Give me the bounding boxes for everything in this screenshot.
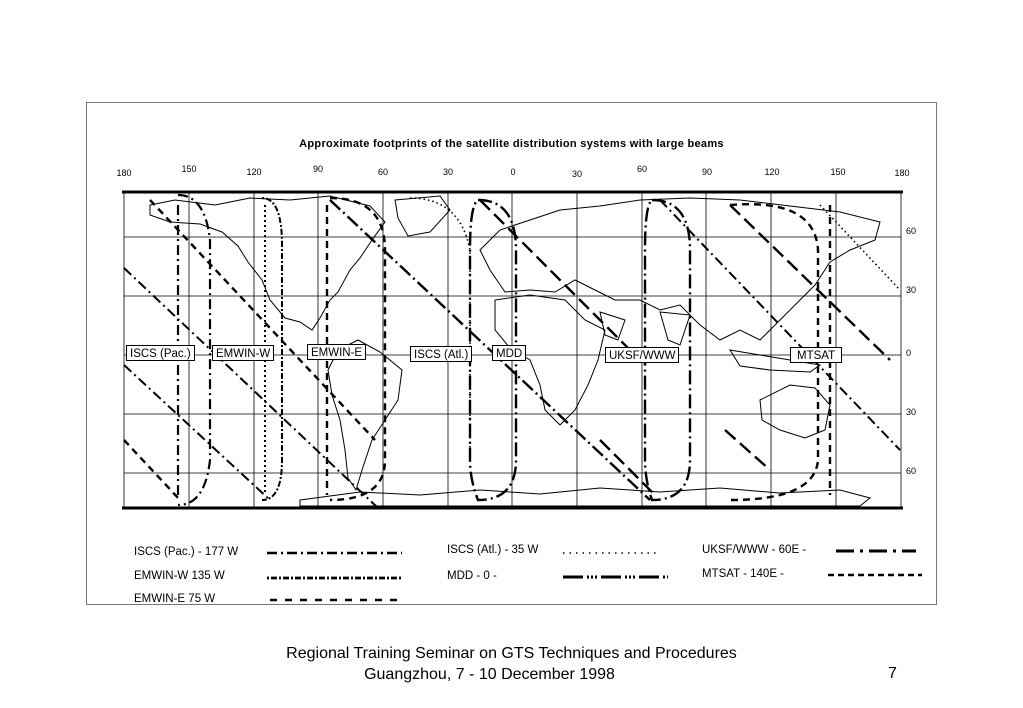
legend-uksf-www: UKSF/WWW - 60E - [702, 544, 807, 556]
beam-label-emwin-e: EMWIN-E [307, 344, 367, 360]
lat-tick: 60 [906, 466, 917, 476]
lon-tick: 120 [764, 167, 780, 177]
lon-tick: 30 [442, 167, 454, 177]
lon-tick: 150 [830, 167, 846, 177]
legend-mtsat: MTSAT - 140E - [702, 568, 785, 580]
legend-emwin-w: EMWIN-W 135 W [134, 570, 225, 582]
beam-label-mdd: MDD [492, 345, 527, 361]
lat-tick: 60 [906, 226, 917, 236]
legend-emwin-e: EMWIN-E 75 W [134, 593, 216, 605]
footer-location-date: Guangzhou, 7 - 10 December 1998 [364, 666, 615, 683]
lon-tick: 30 [571, 169, 583, 179]
beam-label-uksf-www: UKSF/WWW [605, 347, 680, 363]
footer-seminar: Regional Training Seminar on GTS Techniq… [286, 645, 737, 662]
lat-tick: 30 [906, 407, 917, 417]
beam-label-iscs-atl: ISCS (Atl.) [410, 346, 473, 362]
beam-label-iscs-pac: ISCS (Pac.) [126, 345, 195, 361]
lon-tick: 150 [181, 164, 197, 174]
lon-tick: 90 [312, 164, 324, 174]
lon-tick: 60 [636, 164, 648, 174]
lon-tick: 180 [116, 168, 132, 178]
lon-tick: 120 [246, 167, 262, 177]
legend-iscs-pac: ISCS (Pac.) - 177 W [134, 546, 239, 558]
beam-label-mtsat: MTSAT [790, 347, 843, 363]
coastlines [149, 195, 881, 507]
lon-tick: 180 [894, 168, 910, 178]
page-number: 7 [888, 665, 897, 682]
lat-tick: 0 [906, 348, 912, 358]
lon-tick: 60 [377, 167, 389, 177]
legend-mdd: MDD - 0 - [447, 570, 497, 582]
beam-label-emwin-w: EMWIN-W [212, 345, 275, 361]
legend-iscs-atl: ISCS (Atl.) - 35 W [447, 544, 539, 556]
lon-tick: 0 [510, 167, 516, 177]
lat-tick: 30 [906, 285, 917, 295]
footprints [123, 193, 901, 509]
lon-tick: 90 [701, 167, 713, 177]
legend-samples [267, 549, 922, 602]
map-title: Approximate footprints of the satellite … [299, 138, 724, 150]
